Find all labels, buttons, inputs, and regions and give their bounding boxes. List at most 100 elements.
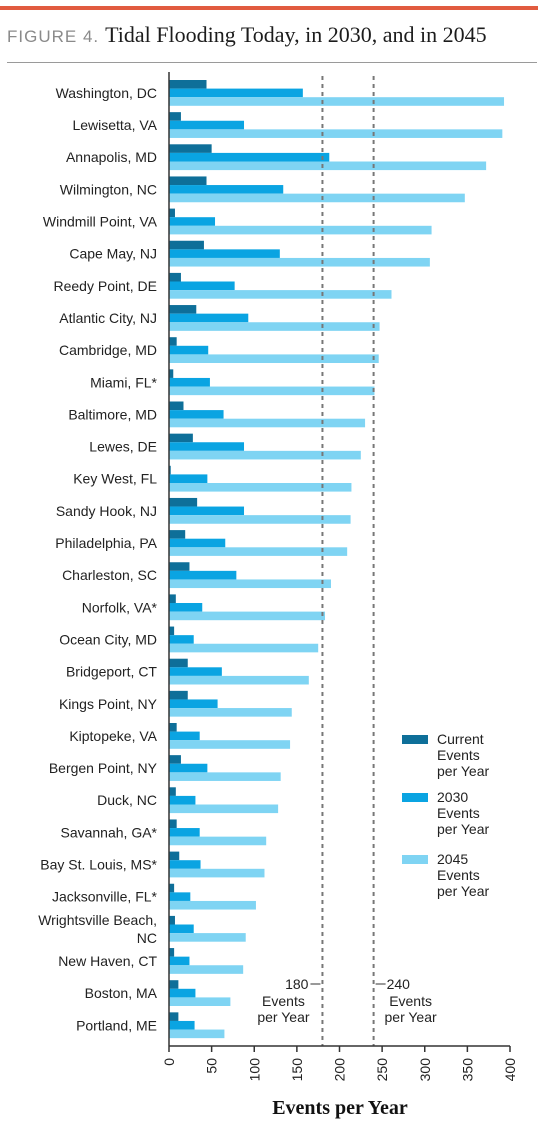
- bar-current: [169, 948, 175, 957]
- bar-y2030: [169, 795, 196, 805]
- bar-current: [169, 658, 188, 668]
- x-tick-label: 350: [459, 1058, 475, 1082]
- category-label: Ocean City, MD: [59, 631, 157, 647]
- category-label: Portland, ME: [76, 1017, 157, 1033]
- bar-current: [169, 80, 207, 89]
- bar-y2030: [169, 474, 208, 483]
- legend-label: Events: [437, 867, 480, 883]
- bar-y2030: [169, 152, 330, 162]
- bar-y2030: [169, 217, 216, 226]
- bar-y2045: [169, 643, 319, 653]
- bar-y2045: [169, 386, 375, 396]
- bar-y2045: [169, 515, 351, 524]
- category-label: Lewisetta, VA: [72, 117, 157, 133]
- bar-y2045: [169, 322, 380, 331]
- bar-current: [169, 915, 175, 925]
- category-label: Windmill Point, VA: [43, 214, 158, 230]
- bar-y2045: [169, 1029, 225, 1039]
- bar-y2030: [169, 860, 201, 869]
- bar-current: [169, 497, 198, 507]
- category-label: New Haven, CT: [58, 953, 157, 969]
- bar-current: [169, 723, 177, 732]
- x-tick-label: 400: [502, 1058, 518, 1082]
- legend-label: Events: [437, 805, 480, 821]
- x-tick-label: 0: [161, 1058, 177, 1066]
- bar-y2030: [169, 120, 245, 130]
- figure-header: FIGURE 4. Tidal Flooding Today, in 2030, …: [7, 22, 537, 56]
- bar-y2045: [169, 547, 348, 556]
- bar-y2030: [169, 956, 190, 966]
- bar-current: [169, 176, 207, 186]
- bar-y2045: [169, 579, 331, 589]
- bar-current: [169, 144, 212, 153]
- reference-label-value: 180: [285, 976, 309, 992]
- legend-label: Current: [437, 731, 484, 747]
- category-label: Boston, MA: [85, 985, 158, 1001]
- bar-y2030: [169, 667, 222, 676]
- bar-y2030: [169, 988, 196, 998]
- category-label: Cambridge, MD: [59, 342, 157, 358]
- reference-label-text: Events: [389, 993, 432, 1009]
- bar-y2030: [169, 570, 237, 580]
- bar-y2045: [169, 97, 505, 106]
- bar-y2045: [169, 257, 430, 267]
- bar-current: [169, 626, 175, 636]
- bar-y2030: [169, 88, 303, 98]
- x-tick-label: 150: [289, 1058, 305, 1082]
- bar-current: [169, 272, 181, 282]
- x-tick-label: 50: [204, 1058, 220, 1074]
- figure-label: FIGURE 4.: [7, 27, 100, 46]
- bar-y2030: [169, 603, 203, 612]
- header-divider: [7, 62, 537, 63]
- bar-y2030: [169, 506, 245, 516]
- bar-y2045: [169, 997, 231, 1006]
- bar-current: [169, 883, 175, 893]
- bar-y2045: [169, 193, 465, 203]
- bar-current: [169, 240, 204, 250]
- legend-swatch: [402, 793, 428, 802]
- bar-current: [169, 980, 179, 989]
- category-label: Cape May, NJ: [69, 246, 157, 262]
- bar-y2030: [169, 313, 249, 323]
- category-label: Atlantic City, NJ: [59, 310, 157, 326]
- category-label: Sandy Hook, NJ: [56, 503, 157, 519]
- bar-current: [169, 787, 176, 796]
- bar-current: [169, 433, 193, 443]
- legend-swatch: [402, 855, 428, 864]
- reference-label-text: per Year: [385, 1009, 437, 1025]
- category-label: Kings Point, NY: [59, 696, 158, 712]
- bar-y2045: [169, 161, 487, 171]
- category-label: Bergen Point, NY: [49, 760, 158, 776]
- bar-current: [169, 530, 186, 539]
- bar-y2030: [169, 185, 284, 194]
- bar-y2030: [169, 924, 194, 934]
- figure-title: Tidal Flooding Today, in 2030, and in 20…: [105, 22, 487, 47]
- bar-y2045: [169, 868, 265, 878]
- bar-y2045: [169, 836, 267, 846]
- bar-y2030: [169, 442, 245, 451]
- top-accent-rule: [0, 6, 538, 10]
- category-label: Lewes, DE: [89, 439, 157, 455]
- category-label: Duck, NC: [97, 792, 157, 808]
- bar-y2030: [169, 377, 210, 387]
- legend-swatch: [402, 735, 428, 744]
- bar-current: [169, 851, 180, 861]
- bar-current: [169, 690, 188, 700]
- bar-y2045: [169, 933, 246, 942]
- bar-y2030: [169, 410, 224, 419]
- bar-current: [169, 208, 175, 218]
- category-label: Wrightsville Beach,: [38, 912, 157, 928]
- category-label: Bridgeport, CT: [66, 664, 157, 680]
- legend-label: per Year: [437, 763, 489, 779]
- bar-y2030: [169, 1020, 195, 1030]
- bar-y2045: [169, 129, 503, 138]
- bar-y2045: [169, 708, 292, 717]
- legend-label: Events: [437, 747, 480, 763]
- x-tick-label: 250: [374, 1058, 390, 1082]
- bar-y2030: [169, 699, 218, 709]
- bar-current: [169, 1012, 179, 1021]
- bar-current: [169, 755, 181, 764]
- x-tick-label: 200: [332, 1058, 348, 1082]
- reference-label-value: 240: [387, 976, 411, 992]
